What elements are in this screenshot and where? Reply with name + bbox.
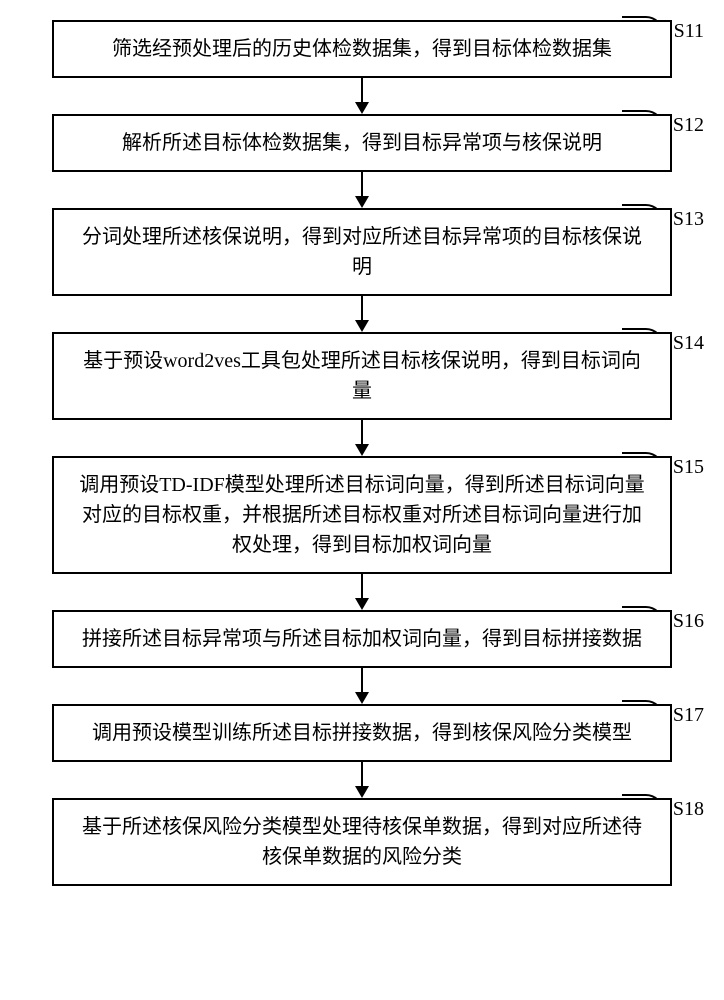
step-text: 分词处理所述核保说明，得到对应所述目标异常项的目标核保说明 (82, 226, 642, 278)
step-label: S11 (674, 20, 704, 43)
flow-step: S13 分词处理所述核保说明，得到对应所述目标异常项的目标核保说明 (20, 208, 704, 296)
step-label: S15 (673, 456, 704, 479)
flow-step: S15 调用预设TD-IDF模型处理所述目标词向量，得到所述目标词向量对应的目标… (20, 456, 704, 574)
flow-arrow (355, 420, 369, 456)
step-box: 拼接所述目标异常项与所述目标加权词向量，得到目标拼接数据 (52, 610, 672, 668)
step-label: S18 (673, 798, 704, 821)
step-box: 解析所述目标体检数据集，得到目标异常项与核保说明 (52, 114, 672, 172)
step-box: 调用预设模型训练所述目标拼接数据，得到核保风险分类模型 (52, 704, 672, 762)
step-label: S16 (673, 610, 704, 633)
step-label: S13 (673, 208, 704, 231)
step-text: 基于预设word2ves工具包处理所述目标核保说明，得到目标词向量 (83, 350, 641, 402)
step-label: S14 (673, 332, 704, 355)
flow-arrow (355, 172, 369, 208)
flow-arrow (355, 574, 369, 610)
step-text: 拼接所述目标异常项与所述目标加权词向量，得到目标拼接数据 (82, 628, 642, 650)
step-text: 调用预设TD-IDF模型处理所述目标词向量，得到所述目标词向量对应的目标权重，并… (79, 474, 645, 556)
flowchart-container: S11 筛选经预处理后的历史体检数据集，得到目标体检数据集 S12 解析所述目标… (20, 20, 704, 886)
flow-step: S16 拼接所述目标异常项与所述目标加权词向量，得到目标拼接数据 (20, 610, 704, 668)
step-label: S12 (673, 114, 704, 137)
step-box: 调用预设TD-IDF模型处理所述目标词向量，得到所述目标词向量对应的目标权重，并… (52, 456, 672, 574)
flow-arrow (355, 762, 369, 798)
flow-arrow (355, 296, 369, 332)
flow-step: S14 基于预设word2ves工具包处理所述目标核保说明，得到目标词向量 (20, 332, 704, 420)
step-text: 筛选经预处理后的历史体检数据集，得到目标体检数据集 (112, 38, 612, 60)
flow-step: S17 调用预设模型训练所述目标拼接数据，得到核保风险分类模型 (20, 704, 704, 762)
flow-arrow (355, 78, 369, 114)
step-label: S17 (673, 704, 704, 727)
step-box: 基于所述核保风险分类模型处理待核保单数据，得到对应所述待核保单数据的风险分类 (52, 798, 672, 886)
step-box: 分词处理所述核保说明，得到对应所述目标异常项的目标核保说明 (52, 208, 672, 296)
step-box: 筛选经预处理后的历史体检数据集，得到目标体检数据集 (52, 20, 672, 78)
step-text: 解析所述目标体检数据集，得到目标异常项与核保说明 (122, 132, 602, 154)
step-box: 基于预设word2ves工具包处理所述目标核保说明，得到目标词向量 (52, 332, 672, 420)
flow-step: S12 解析所述目标体检数据集，得到目标异常项与核保说明 (20, 114, 704, 172)
flow-step: S11 筛选经预处理后的历史体检数据集，得到目标体检数据集 (20, 20, 704, 78)
flow-step: S18 基于所述核保风险分类模型处理待核保单数据，得到对应所述待核保单数据的风险… (20, 798, 704, 886)
step-text: 基于所述核保风险分类模型处理待核保单数据，得到对应所述待核保单数据的风险分类 (82, 816, 642, 868)
step-text: 调用预设模型训练所述目标拼接数据，得到核保风险分类模型 (92, 722, 632, 744)
flow-arrow (355, 668, 369, 704)
